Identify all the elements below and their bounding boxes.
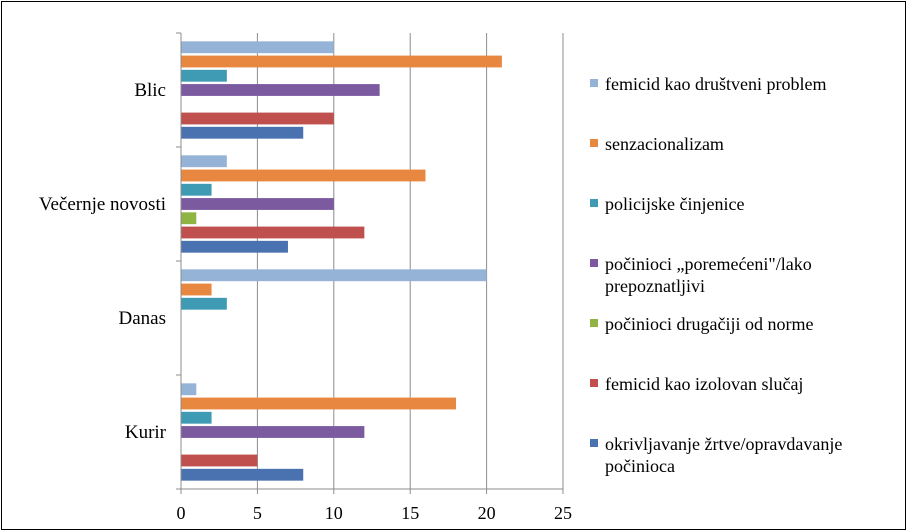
bar [181, 454, 258, 467]
bar [181, 212, 197, 225]
legend-label: počinioci drugačiji od norme [605, 314, 813, 334]
bar [181, 269, 487, 282]
bar [181, 169, 426, 182]
bar [181, 411, 212, 424]
x-tick-label: 0 [177, 503, 186, 523]
bar [181, 198, 334, 210]
x-tick-label: 25 [554, 503, 572, 523]
category-label: Večernje novosti [39, 194, 166, 215]
legend-swatch [590, 79, 598, 87]
bar [181, 426, 365, 438]
legend-swatch [590, 439, 598, 447]
bar [181, 69, 227, 82]
bar [181, 84, 380, 96]
bars [181, 41, 502, 481]
bar [181, 283, 212, 296]
legend-label: senzacionalizam [605, 134, 724, 154]
gridlines [256, 33, 564, 489]
bar [181, 383, 197, 396]
legend-swatch [590, 379, 598, 387]
bar [181, 397, 457, 410]
x-tick-label: 20 [478, 503, 496, 523]
x-tick-labels: 0 5 10 15 20 25 [177, 503, 573, 523]
bar [181, 155, 227, 168]
category-label: Blic [134, 80, 166, 101]
legend-swatch [590, 139, 598, 147]
category-label: Kurir [125, 422, 167, 443]
bar [181, 126, 304, 139]
bar [181, 226, 365, 239]
legend-swatch [590, 319, 598, 327]
legend-label: počinioca [605, 456, 675, 476]
x-tick-label: 10 [325, 503, 343, 523]
category-label: Danas [119, 308, 166, 329]
x-tick-label: 5 [253, 503, 262, 523]
axes [176, 32, 564, 494]
bar [181, 240, 288, 253]
legend-swatch [590, 259, 598, 267]
bar [181, 41, 334, 54]
legend-swatch [590, 199, 598, 207]
legend-label: femicid kao društveni problem [605, 74, 826, 94]
legend-label: policijske činjenice [605, 194, 744, 214]
legend-label: okrivljavanje žrtve/opravdavanje [605, 434, 842, 454]
category-labels: Blic Večernje novosti Danas Kurir [39, 80, 167, 443]
bar [181, 183, 212, 196]
bar [181, 112, 334, 125]
legend: femicid kao društveni problem senzacional… [590, 74, 842, 476]
legend-label: počinioci „poremećeni"/lako [605, 254, 812, 274]
bar [181, 468, 304, 481]
legend-label: femicid kao izolovan slučaj [605, 374, 803, 394]
bar [181, 55, 502, 68]
bar [181, 297, 227, 310]
legend-label: prepoznatljivi [605, 276, 705, 296]
x-tick-label: 15 [401, 503, 419, 523]
